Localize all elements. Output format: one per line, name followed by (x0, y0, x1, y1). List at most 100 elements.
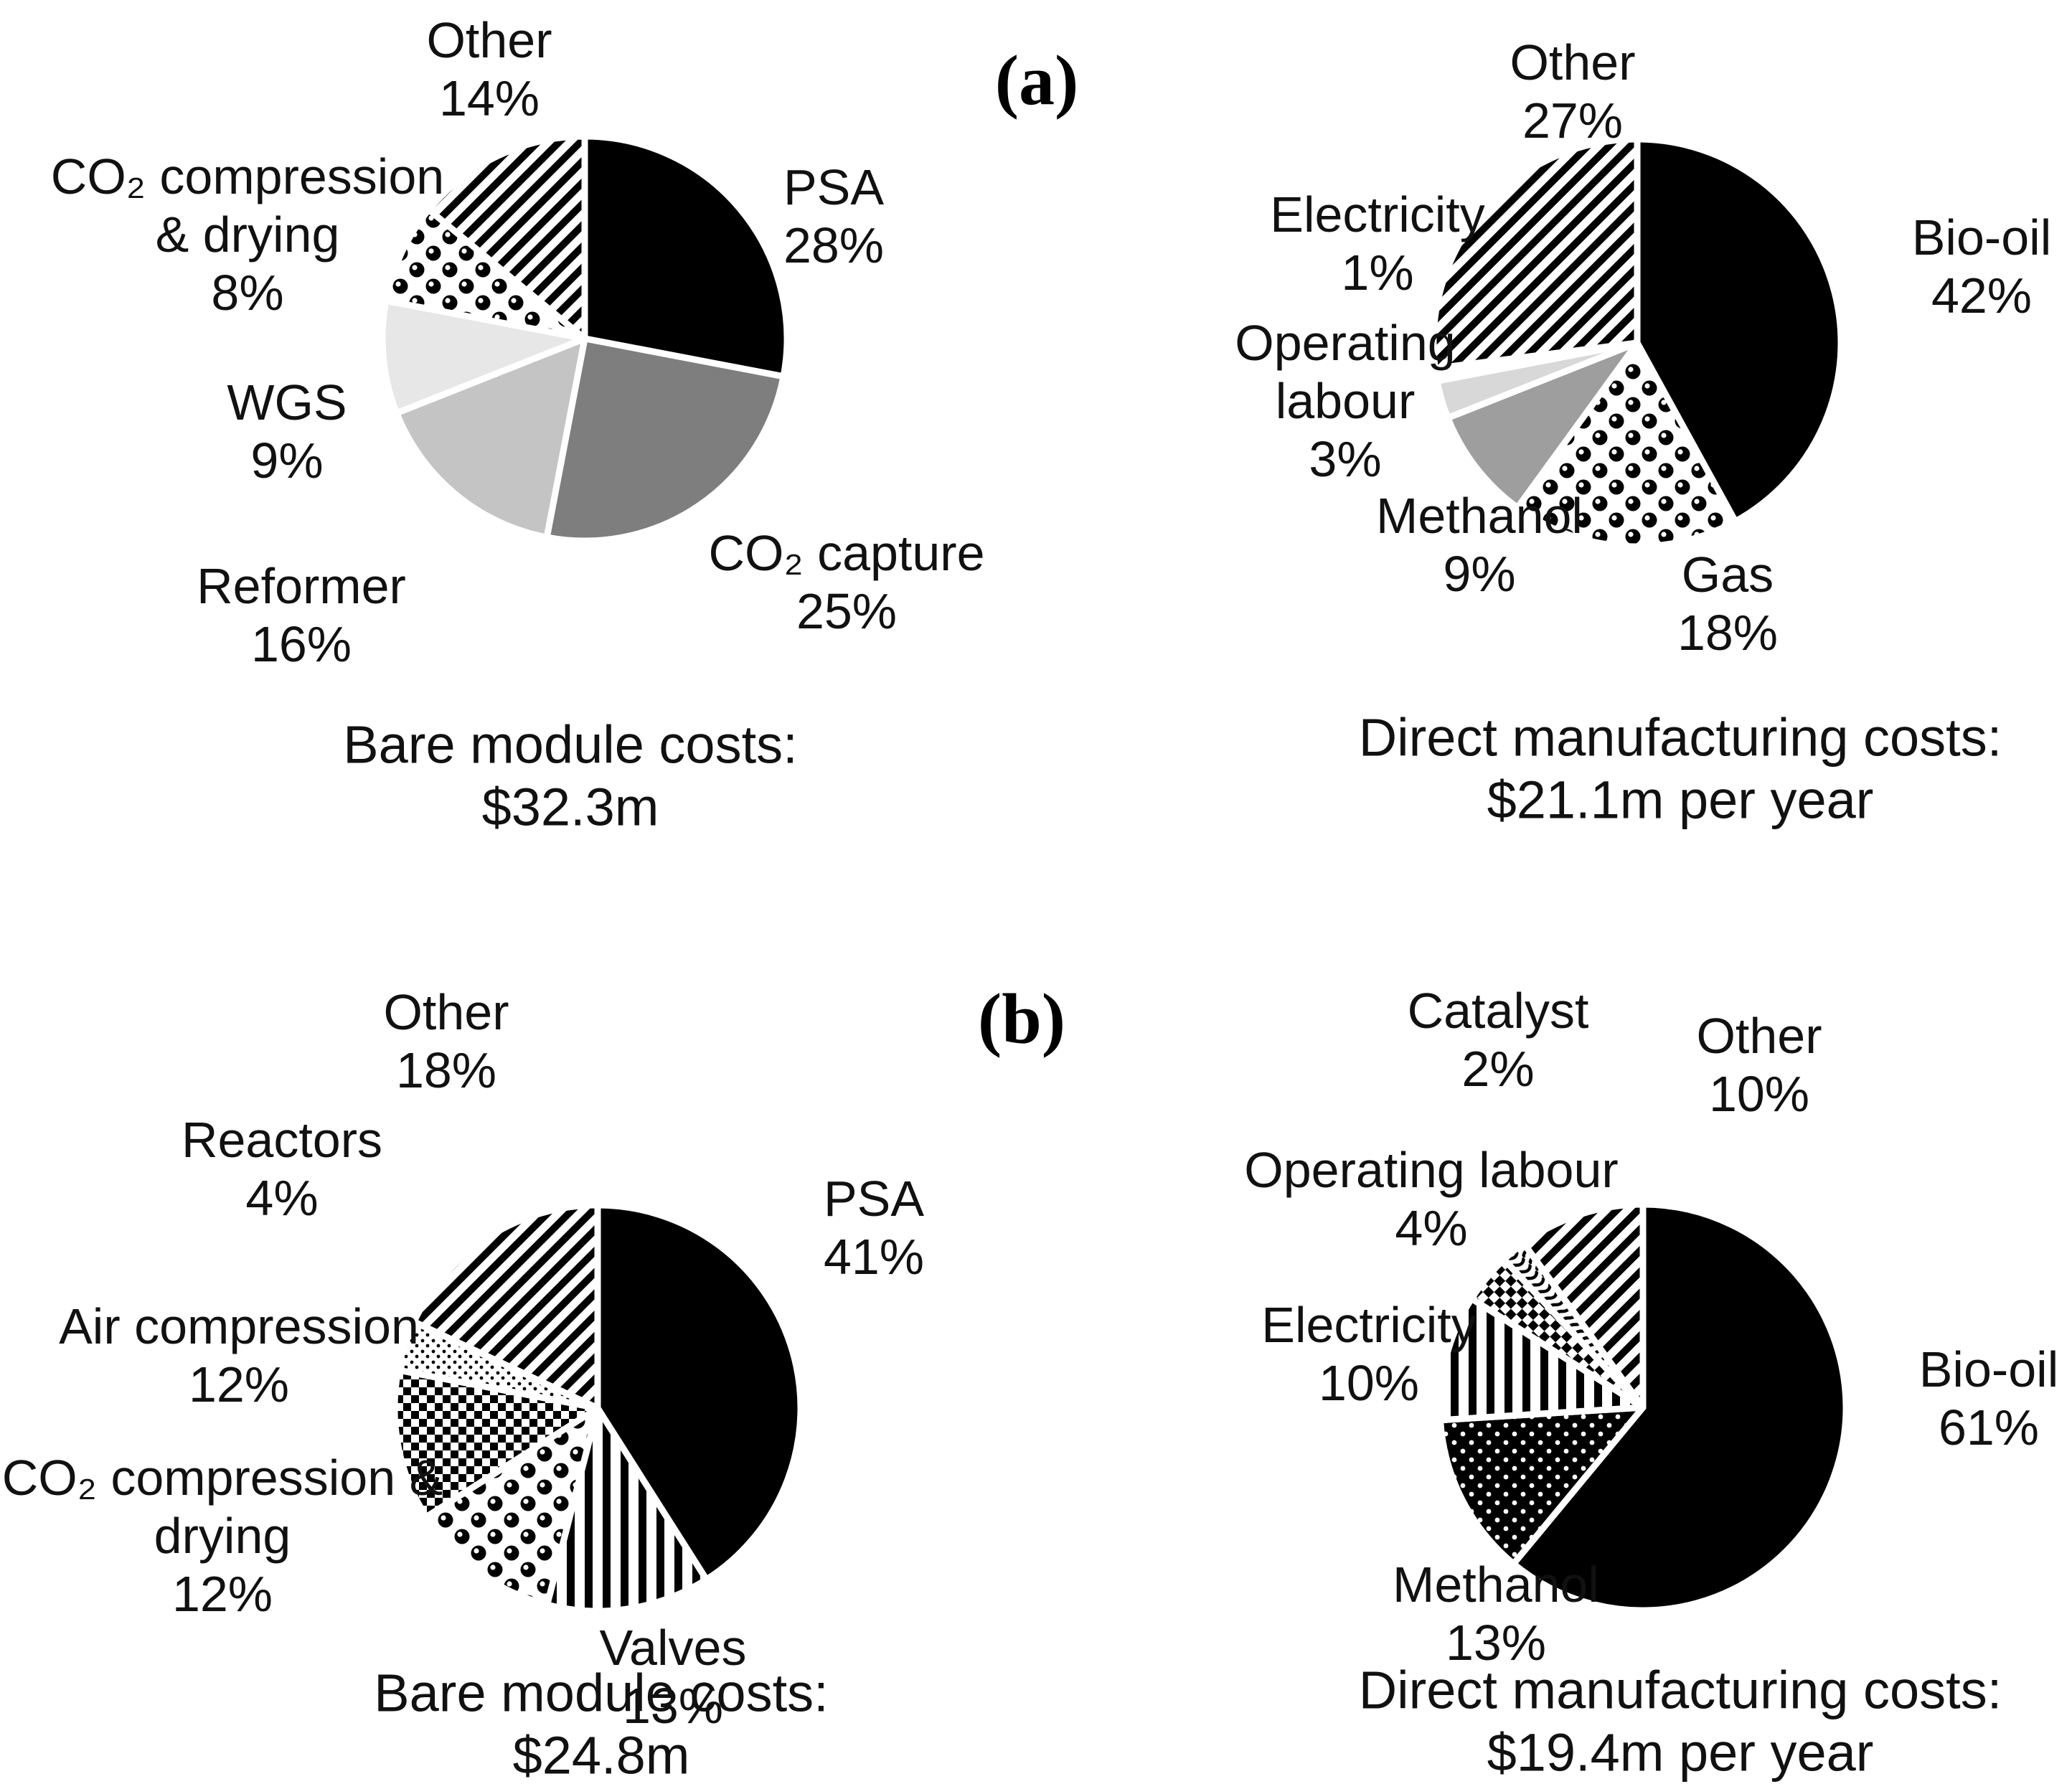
slice-label-line: CO₂ capture (708, 524, 985, 581)
slice-label-b-bare-module-5: Other 18% (383, 983, 509, 1100)
chart-caption-line: Direct manufacturing costs: (1358, 1660, 2002, 1720)
chart-caption-line: $19.4m per year (1487, 1723, 1874, 1783)
pie-chart-b-direct-manufacturing (1436, 1201, 1850, 1614)
slice-label-line: Other (383, 983, 509, 1040)
panel-label-b: (b) (977, 978, 1066, 1059)
slice-label-a-direct-manufacturing-1: Gas 18% (1677, 546, 1778, 662)
slice-label-b-bare-module-1: Valves 13% (600, 1619, 747, 1735)
slice-label-line: Bio-oil (1918, 1341, 2059, 1397)
slice-label-line: 4% (245, 1170, 319, 1226)
slice-label-line: CO₂ compression (50, 148, 445, 205)
pie-slice-a-bare-module-4 (382, 206, 588, 342)
slice-label-line: CO₂ compression & (1, 1450, 443, 1506)
slice-label-a-bare-module-1: CO₂ capture 25% (708, 524, 984, 641)
slice-label-line: 8% (211, 265, 284, 321)
pie-slice-a-bare-module-0 (581, 133, 791, 380)
slice-label-b-direct-manufacturing-4: Catalyst 2% (1408, 982, 1589, 1098)
slice-label-line: WGS (227, 374, 347, 430)
slice-label-line: 13% (1445, 1615, 1547, 1671)
slice-label-line: Electricity (1270, 186, 1485, 242)
slice-label-b-direct-manufacturing-3: Operating labour 4% (1244, 1141, 1618, 1257)
slice-label-a-bare-module-2: Reformer 16% (197, 557, 406, 674)
slice-label-b-bare-module-0: PSA 41% (824, 1170, 924, 1286)
slice-label-line: Methanol (1376, 487, 1583, 544)
chart-caption-a-bare-module: Bare module costs: $32.3m (343, 714, 797, 839)
slice-label-line: 3% (1309, 431, 1382, 488)
chart-caption-line: Bare module costs: (374, 1663, 829, 1723)
slice-label-line: Other (426, 11, 552, 68)
pie-slice-a-direct-manufacturing-5 (1430, 136, 1641, 372)
pie-slice-a-bare-module-2 (393, 335, 588, 541)
slice-label-line: 18% (1677, 605, 1779, 661)
slice-label-line: 13% (622, 1678, 724, 1734)
pie-slice-a-bare-module-5 (425, 133, 588, 342)
slice-label-line: & drying (155, 207, 340, 263)
slice-label-line: Reactors (181, 1111, 383, 1168)
slice-label-line: PSA (783, 159, 885, 215)
slice-label-b-direct-manufacturing-0: Bio-oil 61% (1919, 1341, 2059, 1457)
slice-label-b-bare-module-2: CO₂ compression & drying 12% (2, 1449, 443, 1624)
slice-label-a-direct-manufacturing-2: Methanol 9% (1376, 487, 1583, 603)
slice-label-line: 12% (188, 1356, 290, 1412)
slice-label-a-bare-module-5: Other 14% (426, 11, 552, 128)
slice-label-line: 27% (1522, 93, 1624, 148)
slice-label-line: 16% (250, 616, 352, 672)
chart-caption-b-direct-manufacturing: Direct manufacturing costs: $19.4m per ye… (1359, 1659, 2002, 1784)
pie-chart-a-direct-manufacturing (1430, 136, 1845, 550)
slice-label-line: drying (154, 1508, 291, 1564)
slice-label-line: PSA (823, 1170, 925, 1227)
slice-label-line: Reformer (197, 557, 406, 614)
chart-caption-line: Direct manufacturing costs: (1358, 707, 2002, 768)
slice-label-a-direct-manufacturing-4: Electricity 1% (1270, 186, 1484, 302)
slice-label-line: 25% (796, 583, 898, 639)
pie-slice-b-bare-module-2 (423, 1405, 601, 1608)
slice-label-line: 10% (1318, 1355, 1420, 1411)
pie-slice-b-direct-manufacturing-5 (1520, 1201, 1647, 1411)
slice-label-b-bare-module-4: Reactors 4% (182, 1111, 382, 1227)
chart-caption-line: $21.1m per year (1487, 770, 1874, 830)
pie-slice-b-direct-manufacturing-0 (1510, 1201, 1850, 1614)
slice-label-a-bare-module-4: CO₂ compression & drying 8% (51, 148, 444, 323)
chart-caption-line: $32.3m (481, 778, 659, 837)
slice-label-a-direct-manufacturing-0: Bio-oil 42% (1912, 209, 2052, 325)
slice-label-a-bare-module-3: WGS 9% (227, 374, 347, 490)
slice-label-line: Valves (599, 1619, 747, 1676)
pie-slice-a-bare-module-1 (543, 335, 787, 544)
slice-label-line: 18% (395, 1042, 497, 1098)
slice-label-line: Operating labour (1244, 1141, 1619, 1198)
slice-label-a-direct-manufacturing-5: Other 27% (1510, 34, 1635, 150)
slice-label-line: 61% (1938, 1400, 2040, 1455)
slice-label-line: 9% (250, 433, 324, 489)
slice-label-line: Electricity (1261, 1296, 1477, 1353)
pie-slice-a-direct-manufacturing-0 (1634, 136, 1845, 525)
pie-slice-b-direct-manufacturing-1 (1437, 1404, 1647, 1567)
slice-label-b-direct-manufacturing-5: Other 10% (1696, 1007, 1822, 1123)
pie-slice-a-bare-module-3 (379, 297, 588, 417)
slice-label-line: 12% (171, 1566, 273, 1623)
chart-caption-b-bare-module: Bare module costs: $24.8m (374, 1662, 828, 1784)
slice-label-line: 4% (1395, 1200, 1468, 1256)
slice-label-line: 42% (1931, 268, 2033, 324)
slice-label-line: Air compression (59, 1298, 419, 1354)
pie-slice-b-direct-manufacturing-2 (1436, 1295, 1647, 1424)
slice-label-line: Gas (1681, 546, 1774, 603)
slice-label-line: labour (1275, 373, 1416, 430)
panel-label-a: (a) (994, 40, 1079, 121)
slice-label-line: Operating (1235, 315, 1456, 372)
slice-label-line: 9% (1443, 546, 1516, 602)
slice-label-line: 28% (783, 217, 885, 273)
slice-label-line: 41% (823, 1229, 925, 1285)
slice-label-line: Other (1696, 1007, 1822, 1064)
slice-label-line: 1% (1341, 245, 1414, 301)
pie-chart-b-bare-module (391, 1202, 804, 1615)
pie-slice-a-direct-manufacturing-1 (1514, 339, 1739, 550)
slice-label-a-direct-manufacturing-3: Operating labour 3% (1235, 314, 1455, 489)
chart-caption-line: Bare module costs: (343, 714, 798, 775)
pie-slice-b-bare-module-3 (391, 1367, 601, 1521)
slice-label-line: 10% (1708, 1066, 1810, 1122)
pie-slice-a-direct-manufacturing-2 (1444, 339, 1641, 511)
pie-chart-a-bare-module (379, 133, 791, 544)
chart-caption-a-direct-manufacturing: Direct manufacturing costs: $21.1m per ye… (1359, 707, 2002, 832)
slice-label-b-direct-manufacturing-2: Electricity 10% (1261, 1296, 1476, 1412)
